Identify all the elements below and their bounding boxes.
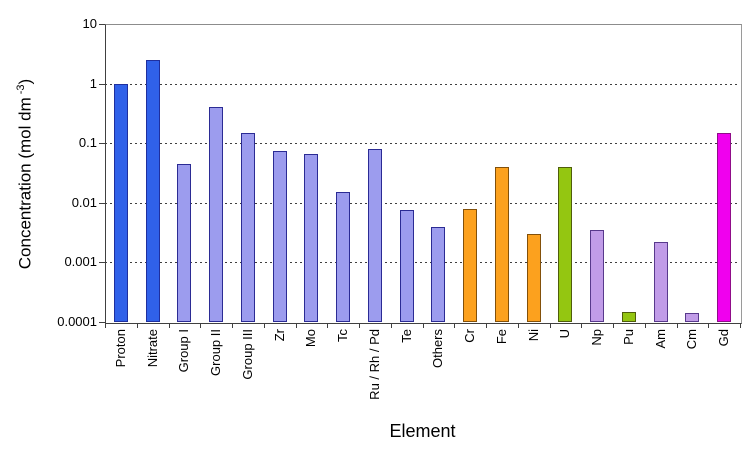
bar-am <box>654 242 668 322</box>
x-label-tc: Tc <box>335 329 350 342</box>
bar-pu <box>622 312 636 322</box>
y-tick-label-0.001: 0.001 <box>64 254 97 269</box>
y-tick-10 <box>99 24 105 25</box>
bar-proton <box>114 84 128 322</box>
x-tick-2 <box>169 323 170 328</box>
x-label-am: Am <box>653 329 668 349</box>
x-label-group-i: Group I <box>176 329 191 373</box>
bar-te <box>400 210 414 322</box>
bar-mo <box>304 154 318 322</box>
x-label-nitrate: Nitrate <box>145 329 160 368</box>
bar-gd <box>717 133 731 322</box>
x-axis-title: Element <box>389 421 456 441</box>
x-label-pu: Pu <box>621 329 636 345</box>
x-tick-16 <box>613 323 614 328</box>
x-tick-14 <box>550 323 551 328</box>
x-tick-8 <box>359 323 360 328</box>
x-label-ru-rh-pd: Ru / Rh / Pd <box>367 329 382 400</box>
bar-tc <box>336 192 350 322</box>
y-tick-0.001 <box>99 262 105 263</box>
y-tick-0.01 <box>99 203 105 204</box>
y-axis-title-text: Concentration (mol dm <box>15 97 35 270</box>
x-label-gd: Gd <box>716 329 731 347</box>
x-tick-17 <box>645 323 646 328</box>
y-tick-1 <box>99 84 105 85</box>
x-tick-0 <box>105 323 106 328</box>
x-tick-1 <box>137 323 138 328</box>
y-tick-label-0.0001: 0.0001 <box>57 314 97 329</box>
x-tick-5 <box>264 323 265 328</box>
x-tick-6 <box>296 323 297 328</box>
x-label-cm: Cm <box>684 329 699 350</box>
x-label-te: Te <box>399 329 414 343</box>
x-label-ni: Ni <box>526 329 541 342</box>
y-tick-label-0.01: 0.01 <box>71 195 97 210</box>
gridline-1 <box>105 84 740 85</box>
bar-nitrate <box>146 60 160 322</box>
x-label-proton: Proton <box>113 329 128 368</box>
x-tick-20 <box>740 323 741 328</box>
x-label-group-iii: Group III <box>240 329 255 380</box>
bar-group-i <box>177 164 191 322</box>
x-tick-18 <box>677 323 678 328</box>
bar-group-ii <box>209 107 223 322</box>
gridline-0.1 <box>105 143 740 144</box>
bar-fe <box>495 167 509 322</box>
bar-ni <box>527 234 541 322</box>
x-label-fe: Fe <box>494 329 509 345</box>
y-tick-label-0.1: 0.1 <box>78 135 97 150</box>
x-tick-4 <box>232 323 233 328</box>
x-tick-11 <box>454 323 455 328</box>
y-tick-0.1 <box>99 143 105 144</box>
x-label-group-ii: Group II <box>208 329 223 376</box>
y-axis-title-superscript: -3 <box>15 84 27 95</box>
x-tick-10 <box>423 323 424 328</box>
bar-cm <box>685 313 699 322</box>
y-tick-label-10: 10 <box>82 16 97 31</box>
x-tick-12 <box>486 323 487 328</box>
bar-zr <box>273 151 287 322</box>
y-tick-0.0001 <box>99 322 105 323</box>
x-tick-9 <box>391 323 392 328</box>
y-tick-label-1: 1 <box>89 76 97 91</box>
x-label-cr: Cr <box>462 329 477 343</box>
x-label-zr: Zr <box>272 329 287 342</box>
x-tick-13 <box>518 323 519 328</box>
x-tick-19 <box>708 323 709 328</box>
x-label-others: Others <box>430 329 445 369</box>
y-axis-title: Concentration (mol dm-3) <box>10 14 35 334</box>
bar-others <box>431 227 445 322</box>
plot-area <box>105 24 742 324</box>
bar-np <box>590 230 604 322</box>
x-tick-15 <box>581 323 582 328</box>
bar-ru-rh-pd <box>368 149 382 322</box>
x-tick-7 <box>327 323 328 328</box>
gridline-0.001 <box>105 262 740 263</box>
bar-u <box>558 167 572 322</box>
x-label-u: U <box>557 329 572 339</box>
bar-cr <box>463 209 477 322</box>
x-label-np: Np <box>589 329 604 346</box>
bar-group-iii <box>241 133 255 322</box>
gridline-0.01 <box>105 203 740 204</box>
x-label-mo: Mo <box>303 329 318 348</box>
x-tick-3 <box>200 323 201 328</box>
